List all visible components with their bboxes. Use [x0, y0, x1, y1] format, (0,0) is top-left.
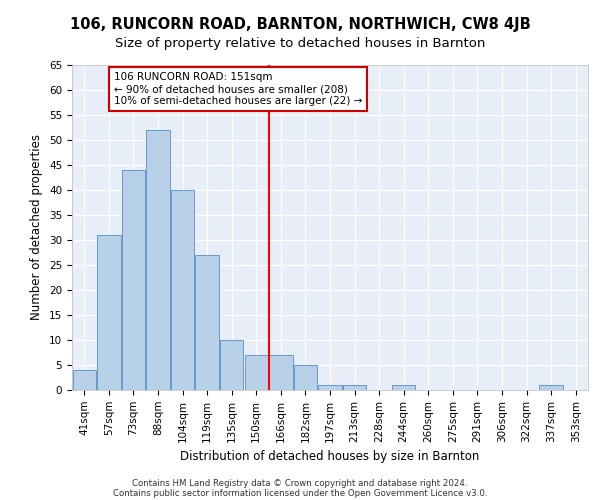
Bar	[294, 365, 317, 390]
Y-axis label: Number of detached properties: Number of detached properties	[31, 134, 43, 320]
Text: 106 RUNCORN ROAD: 151sqm
← 90% of detached houses are smaller (208)
10% of semi-: 106 RUNCORN ROAD: 151sqm ← 90% of detach…	[114, 72, 362, 106]
Bar	[146, 130, 170, 390]
Text: 106, RUNCORN ROAD, BARNTON, NORTHWICH, CW8 4JB: 106, RUNCORN ROAD, BARNTON, NORTHWICH, C…	[70, 18, 530, 32]
Bar	[171, 190, 194, 390]
Text: Size of property relative to detached houses in Barnton: Size of property relative to detached ho…	[115, 38, 485, 51]
Bar	[269, 355, 293, 390]
X-axis label: Distribution of detached houses by size in Barnton: Distribution of detached houses by size …	[181, 450, 479, 463]
Bar	[245, 355, 268, 390]
Bar	[196, 255, 219, 390]
Bar	[343, 385, 366, 390]
Text: Contains HM Land Registry data © Crown copyright and database right 2024.: Contains HM Land Registry data © Crown c…	[132, 478, 468, 488]
Bar	[73, 370, 96, 390]
Bar	[319, 385, 341, 390]
Bar	[539, 385, 563, 390]
Bar	[97, 235, 121, 390]
Bar	[122, 170, 145, 390]
Text: Contains public sector information licensed under the Open Government Licence v3: Contains public sector information licen…	[113, 488, 487, 498]
Bar	[220, 340, 244, 390]
Bar	[392, 385, 415, 390]
